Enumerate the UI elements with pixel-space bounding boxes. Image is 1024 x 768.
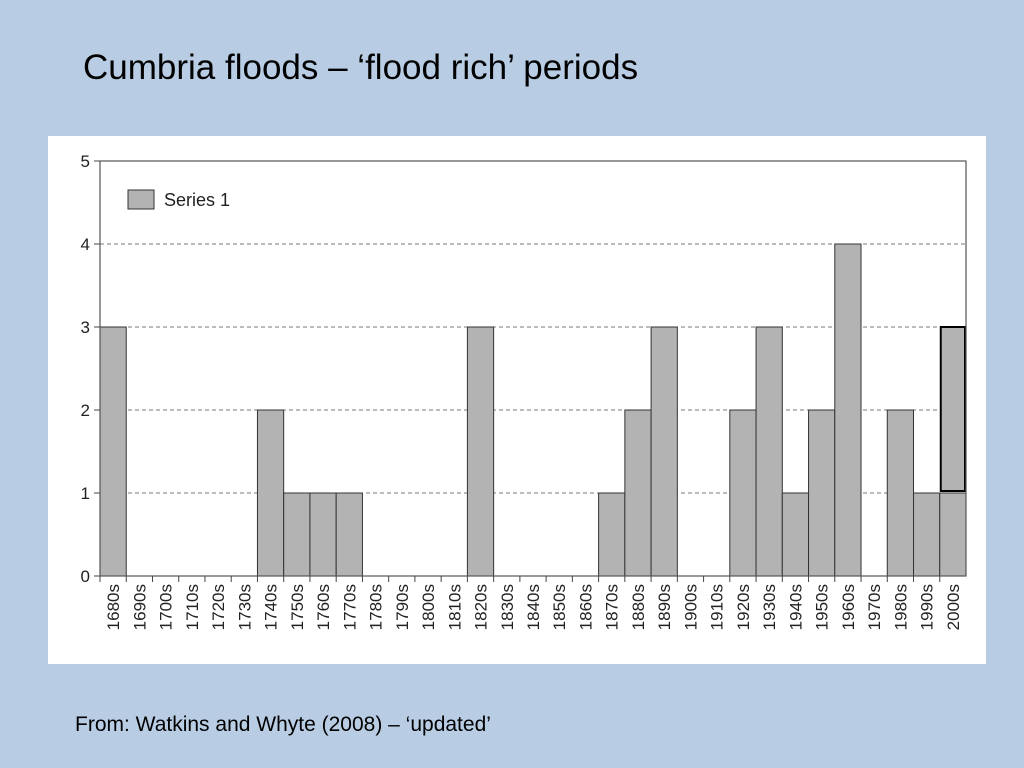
x-tick-label: 1900s — [681, 584, 700, 630]
x-tick-label: 1950s — [813, 584, 832, 630]
bar — [808, 409, 836, 577]
x-tick-label: 1730s — [235, 584, 254, 630]
x-tick-label: 1850s — [550, 584, 569, 630]
x-tick-label: 1990s — [918, 584, 937, 630]
bar — [755, 326, 783, 577]
bar — [886, 409, 915, 577]
chart-panel: 0 1 2 3 4 5 1680s 1690s 1700s 1710s 1720s 1730s 1740… — [48, 136, 986, 664]
legend-label: Series 1 — [164, 190, 230, 210]
bar — [834, 243, 862, 577]
bar — [256, 409, 285, 577]
bar — [466, 326, 495, 577]
x-tick-label: 1800s — [419, 584, 438, 630]
y-tick-label: 0 — [81, 567, 90, 586]
legend-swatch — [127, 189, 155, 210]
plot-frame — [99, 160, 967, 577]
x-tick-label: 1870s — [603, 584, 622, 630]
bar — [650, 326, 678, 577]
x-tick-label: 1860s — [576, 584, 595, 630]
x-tick-label: 1880s — [629, 584, 648, 630]
y-tick-label: 3 — [81, 318, 90, 337]
bar — [335, 492, 363, 577]
update-overlay-bar — [939, 326, 966, 492]
x-tick-label: 1690s — [130, 584, 149, 630]
x-tick-label: 1970s — [865, 584, 884, 630]
bar — [939, 492, 967, 577]
bar — [283, 492, 311, 577]
x-tick-label: 1940s — [786, 584, 805, 630]
x-tick-label: 1760s — [314, 584, 333, 630]
x-tick-label: 1930s — [760, 584, 779, 630]
bar — [781, 492, 810, 577]
x-tick-label: 1770s — [340, 584, 359, 630]
bar — [729, 409, 757, 577]
x-tick-label: 1750s — [288, 584, 307, 630]
bar — [598, 492, 626, 577]
x-tick-label: 1910s — [708, 584, 727, 630]
bar — [624, 409, 652, 577]
y-tick-label: 4 — [81, 235, 90, 254]
bar — [913, 492, 941, 577]
x-tick-label: 1840s — [524, 584, 543, 630]
x-tick-label: 1830s — [498, 584, 517, 630]
x-tick-label: 1960s — [839, 584, 858, 630]
x-tick-label: 1740s — [262, 584, 281, 630]
y-tick-label: 2 — [81, 401, 90, 420]
x-tick-label: 1980s — [891, 584, 910, 630]
x-tick-label: 1810s — [445, 584, 464, 630]
x-tick-label: 1790s — [393, 584, 412, 630]
x-tick-label: 1700s — [157, 584, 176, 630]
x-tick-label: 2000s — [944, 584, 963, 630]
bar — [309, 492, 337, 577]
source-note: From: Watkins and Whyte (2008) – ‘update… — [75, 713, 491, 736]
x-tick-label: 1920s — [734, 584, 753, 630]
bar-chart: 0 1 2 3 4 5 1680s 1690s 1700s 1710s 1720s 1730s 1740… — [81, 152, 967, 630]
x-tick-label: 1890s — [655, 584, 674, 630]
x-tick-label: 1720s — [209, 584, 228, 630]
y-tick-label: 5 — [81, 152, 90, 171]
y-tick-label: 1 — [81, 484, 90, 503]
slide-title: Cumbria floods – ‘flood rich’ periods — [83, 48, 639, 87]
bar — [99, 326, 127, 577]
x-tick-label: 1710s — [183, 584, 202, 630]
x-tick-label: 1820s — [472, 584, 491, 630]
x-tick-label: 1780s — [367, 584, 386, 630]
x-tick-label: 1680s — [104, 584, 123, 630]
